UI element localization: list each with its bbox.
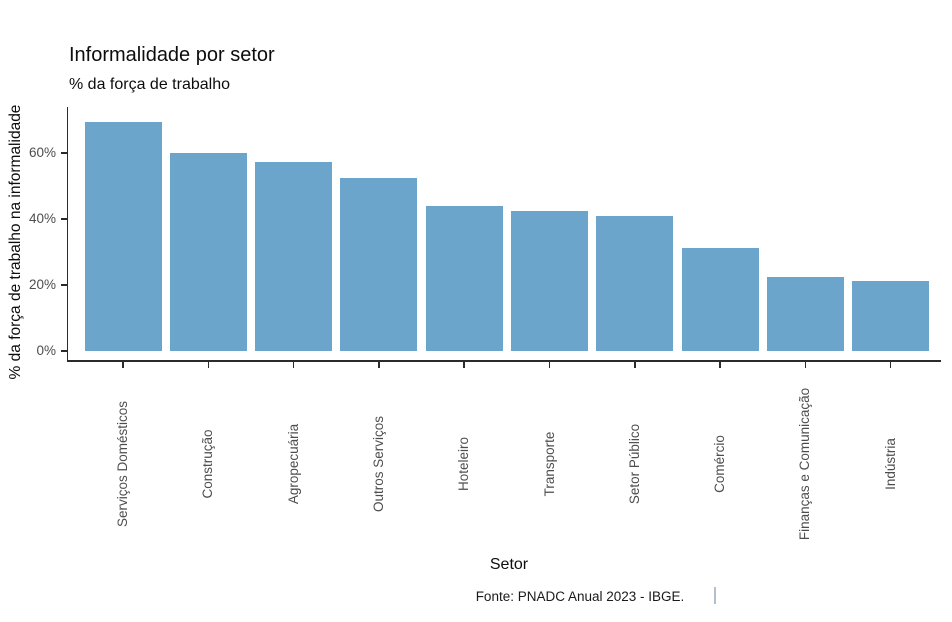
chart-subtitle: % da força de trabalho [69,76,230,93]
y-tick-label: 60% [28,145,56,160]
y-tick-label: 40% [28,211,56,226]
y-axis-title: % da força de trabalho na informalidade [7,104,24,380]
chart-title: Informalidade por setor [69,44,275,66]
plot-panel [68,107,940,360]
x-tick-mark [804,361,807,368]
bar-8 [681,247,759,351]
bar-9 [766,276,844,351]
y-tick-label: 0% [36,343,56,358]
x-category-label: Hoteleiro [456,436,472,492]
text-caret [714,587,716,604]
x-category-label: Finanças e Comunicação [797,387,813,541]
x-tick-mark [378,361,380,368]
x-category-label: Setor Público [626,423,642,505]
source-caption: Fonte: PNADC Anual 2023 - IBGE. [475,589,685,604]
y-tick-label: 20% [28,277,56,292]
bar-2 [169,153,247,351]
x-tick-mark [292,361,295,368]
bar-3 [255,161,333,351]
y-tick-mark [60,350,67,352]
x-axis-line [66,360,941,362]
x-axis-title: Setor [489,556,529,573]
x-category-label: Agropecuária [285,423,301,505]
x-category-label: Indústria [882,438,898,490]
x-tick-mark [463,361,465,368]
bar-1 [84,121,162,351]
x-category-label: Comércio [712,435,728,493]
x-tick-mark [634,361,636,368]
y-tick-mark [60,284,67,286]
bar-7 [596,216,674,351]
x-category-label: Transporte [541,431,557,497]
bar-10 [852,281,930,351]
x-tick-mark [548,361,551,368]
x-category-label: Construção [200,429,216,499]
x-tick-mark [122,361,124,368]
y-tick-mark [60,152,67,154]
x-tick-mark [889,361,892,368]
bar-5 [425,205,503,351]
x-category-label: Serviços Domésticos [115,400,130,528]
x-category-label: Outros Serviços [370,415,386,513]
bar-6 [511,211,588,351]
y-tick-mark [60,218,67,220]
x-tick-mark [207,361,210,368]
x-tick-mark [719,361,721,368]
bar-4 [340,178,418,351]
y-axis-line [66,107,68,362]
